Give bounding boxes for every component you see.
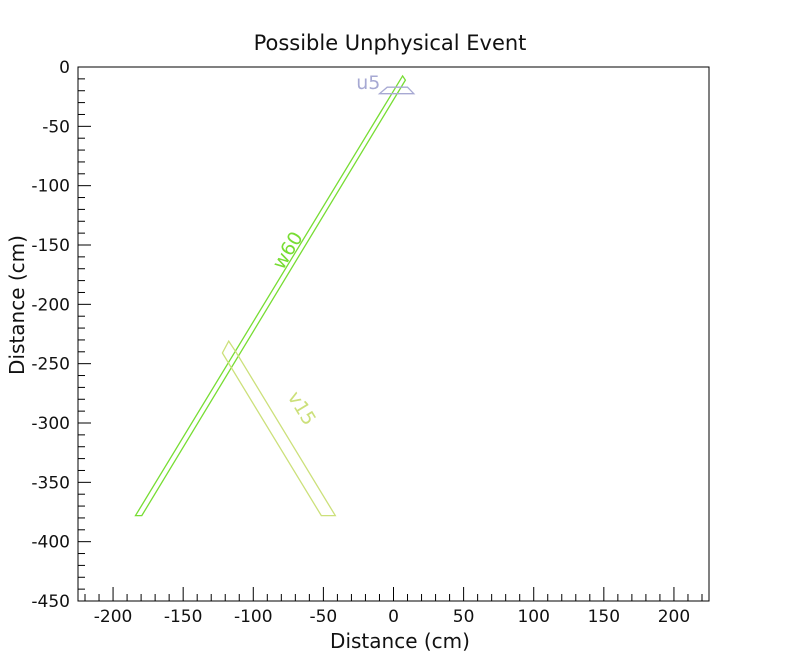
chart-title: Possible Unphysical Event bbox=[254, 31, 527, 55]
x-tick-label: 150 bbox=[588, 607, 620, 627]
y-axis-ticks: 0 -50 -100 -150 -200 -250 -300 -350 -400 -450 bbox=[31, 58, 91, 612]
y-tick-label: -200 bbox=[31, 295, 70, 315]
x-tick-label: -100 bbox=[234, 607, 273, 627]
y-tick-label: 0 bbox=[59, 58, 70, 78]
strip-label-v15: v15 bbox=[283, 388, 320, 430]
x-axis-ticks: -200 -150 -100 -50 0 50 100 150 200 bbox=[84, 587, 703, 627]
x-tick-label: 200 bbox=[658, 607, 690, 627]
y-tick-label: -350 bbox=[31, 473, 70, 493]
y-tick-label: -150 bbox=[31, 236, 70, 256]
strip-v15 bbox=[221, 339, 337, 517]
x-tick-label: 50 bbox=[453, 607, 475, 627]
strip-u5 bbox=[377, 86, 416, 95]
plot-frame bbox=[77, 66, 710, 602]
x-tick-label: -150 bbox=[164, 607, 203, 627]
y-tick-label: -100 bbox=[31, 177, 70, 197]
x-tick-label: -200 bbox=[94, 607, 133, 627]
y-axis-title: Distance (cm) bbox=[5, 235, 29, 375]
y-tick-label: -50 bbox=[42, 117, 70, 137]
y-tick-label: -450 bbox=[31, 592, 70, 612]
x-tick-label: 0 bbox=[388, 607, 399, 627]
strip-label-u5: u5 bbox=[356, 72, 380, 94]
x-axis-title: Distance (cm) bbox=[330, 629, 470, 653]
y-tick-label: -300 bbox=[31, 414, 70, 434]
y-tick-label: -400 bbox=[31, 533, 70, 553]
y-tick-label: -250 bbox=[31, 355, 70, 375]
x-tick-label: -50 bbox=[309, 607, 337, 627]
x-tick-label: 100 bbox=[517, 607, 549, 627]
strip-w60 bbox=[134, 74, 407, 517]
